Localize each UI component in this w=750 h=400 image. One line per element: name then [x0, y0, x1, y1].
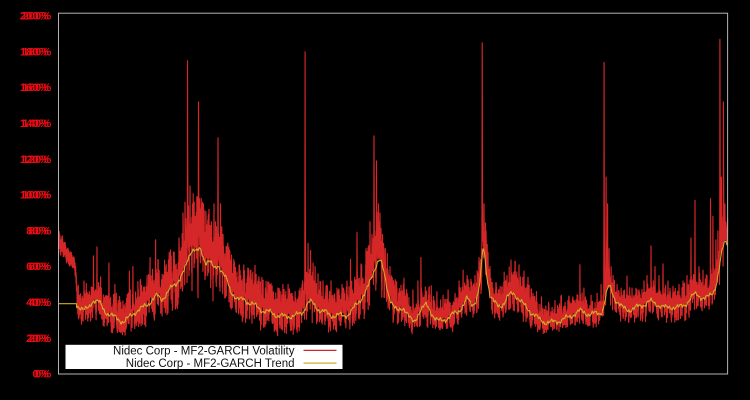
svg-text:100%: 100%: [20, 190, 49, 202]
svg-text:20%: 20%: [26, 333, 49, 345]
svg-text:60%: 60%: [29, 261, 52, 273]
svg-text:180%: 180%: [20, 46, 49, 58]
svg-text:200%: 200%: [20, 11, 49, 23]
svg-text:40%: 40%: [29, 297, 52, 309]
svg-text:Nidec Corp - MF2-GARCH Trend: Nidec Corp - MF2-GARCH Trend: [126, 358, 295, 370]
svg-text:80%: 80%: [29, 225, 52, 237]
svg-text:200%: 200%: [22, 11, 51, 23]
svg-text:0%: 0%: [35, 369, 51, 381]
svg-text:140%: 140%: [20, 118, 49, 130]
svg-text:120%: 120%: [20, 154, 49, 166]
svg-text:180%: 180%: [22, 46, 51, 58]
svg-text:120%: 120%: [22, 154, 51, 166]
svg-text:140%: 140%: [22, 118, 51, 130]
svg-text:60%: 60%: [26, 261, 49, 273]
svg-text:40%: 40%: [26, 297, 49, 309]
svg-text:160%: 160%: [22, 82, 51, 94]
svg-text:80%: 80%: [26, 225, 49, 237]
svg-text:100%: 100%: [22, 190, 51, 202]
svg-text:0%: 0%: [32, 369, 48, 381]
svg-text:20%: 20%: [29, 333, 52, 345]
svg-text:160%: 160%: [20, 82, 49, 94]
svg-text:Nidec Corp - MF2-GARCH Volatil: Nidec Corp - MF2-GARCH Volatility: [113, 345, 295, 357]
